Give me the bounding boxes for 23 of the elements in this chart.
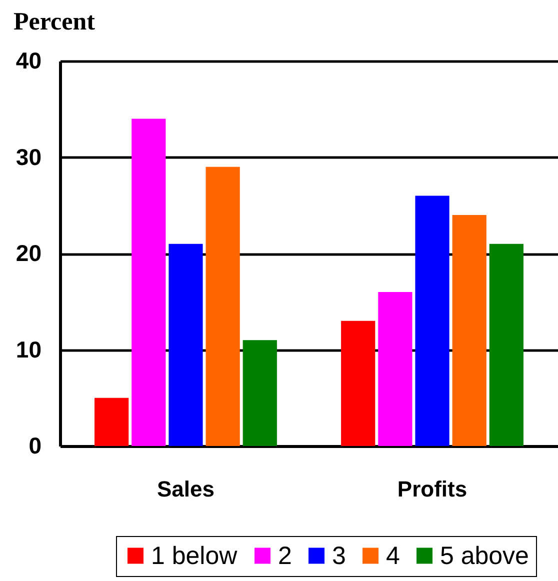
legend-label: 5 above [440,542,529,570]
y-tick-label: 40 [16,48,42,74]
bar [132,118,166,446]
bar [206,166,240,446]
bar [168,244,203,446]
bar [378,292,412,446]
bar [489,244,524,446]
x-tick-label: Profits [397,476,468,502]
y-tick-label: 20 [16,240,42,266]
y-tick-label: 0 [28,432,42,458]
bar [341,320,376,446]
legend-label: 4 [386,542,400,570]
y-tick-label: 30 [16,144,42,170]
y-tick-label: 10 [16,336,42,362]
bar [452,215,486,446]
x-tick-label: Sales [156,476,214,502]
bar [242,340,277,446]
bar [415,196,450,446]
legend-label: 2 [278,542,292,570]
legend-label: 3 [332,542,346,570]
bar [94,398,129,446]
legend-label: 1 below [151,542,238,570]
y-axis-title: Percent [14,8,96,36]
